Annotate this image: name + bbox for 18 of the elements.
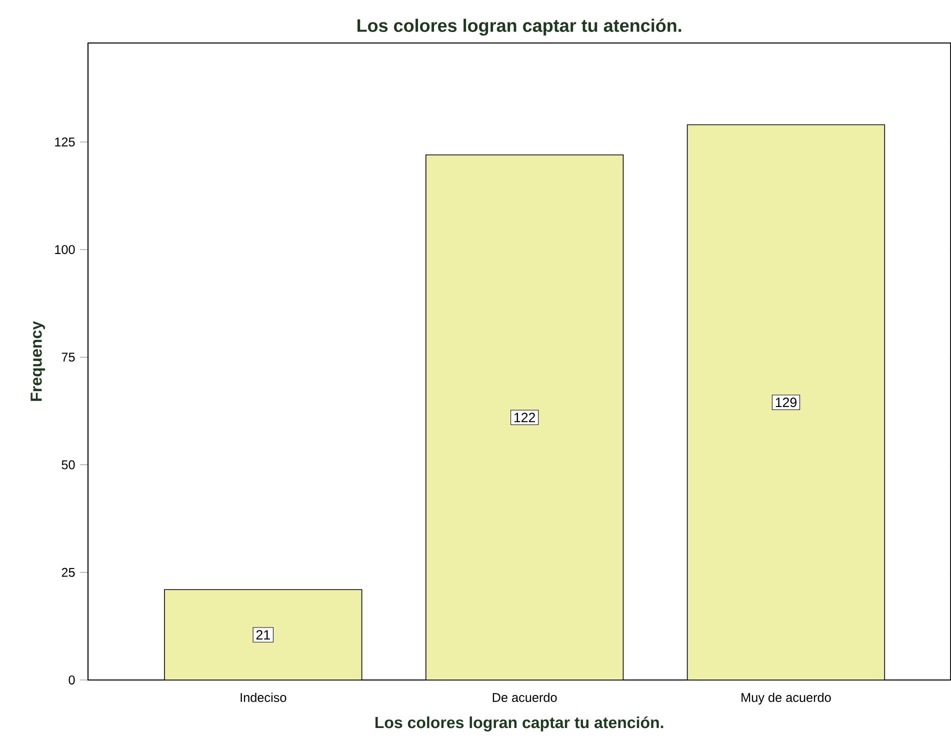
- data-label: 21: [256, 630, 270, 640]
- y-tick-label: 50: [62, 460, 75, 470]
- y-tick-label: 100: [55, 245, 75, 254]
- data-label: 129: [776, 398, 796, 408]
- bar: [426, 154, 624, 680]
- data-label: 122: [514, 412, 536, 422]
- y-tick-label: 0: [68, 676, 75, 684]
- y-tick-label: 25: [62, 568, 75, 577]
- chart-title: Los colores logran captar tu atención.: [358, 18, 682, 36]
- bar: [164, 589, 362, 680]
- x-tick-label: Muy de acuerdo: [742, 692, 831, 705]
- x-axis-title: Los colores logran captar tu atención.: [375, 716, 664, 732]
- bar: [686, 124, 886, 680]
- x-tick-label: Indeciso: [240, 692, 286, 702]
- y-tick-label: 125: [55, 138, 75, 146]
- y-tick-label: 75: [62, 352, 75, 362]
- x-tick-label: De acuerdo: [492, 692, 557, 702]
- y-axis-title: Frequency: [30, 321, 46, 401]
